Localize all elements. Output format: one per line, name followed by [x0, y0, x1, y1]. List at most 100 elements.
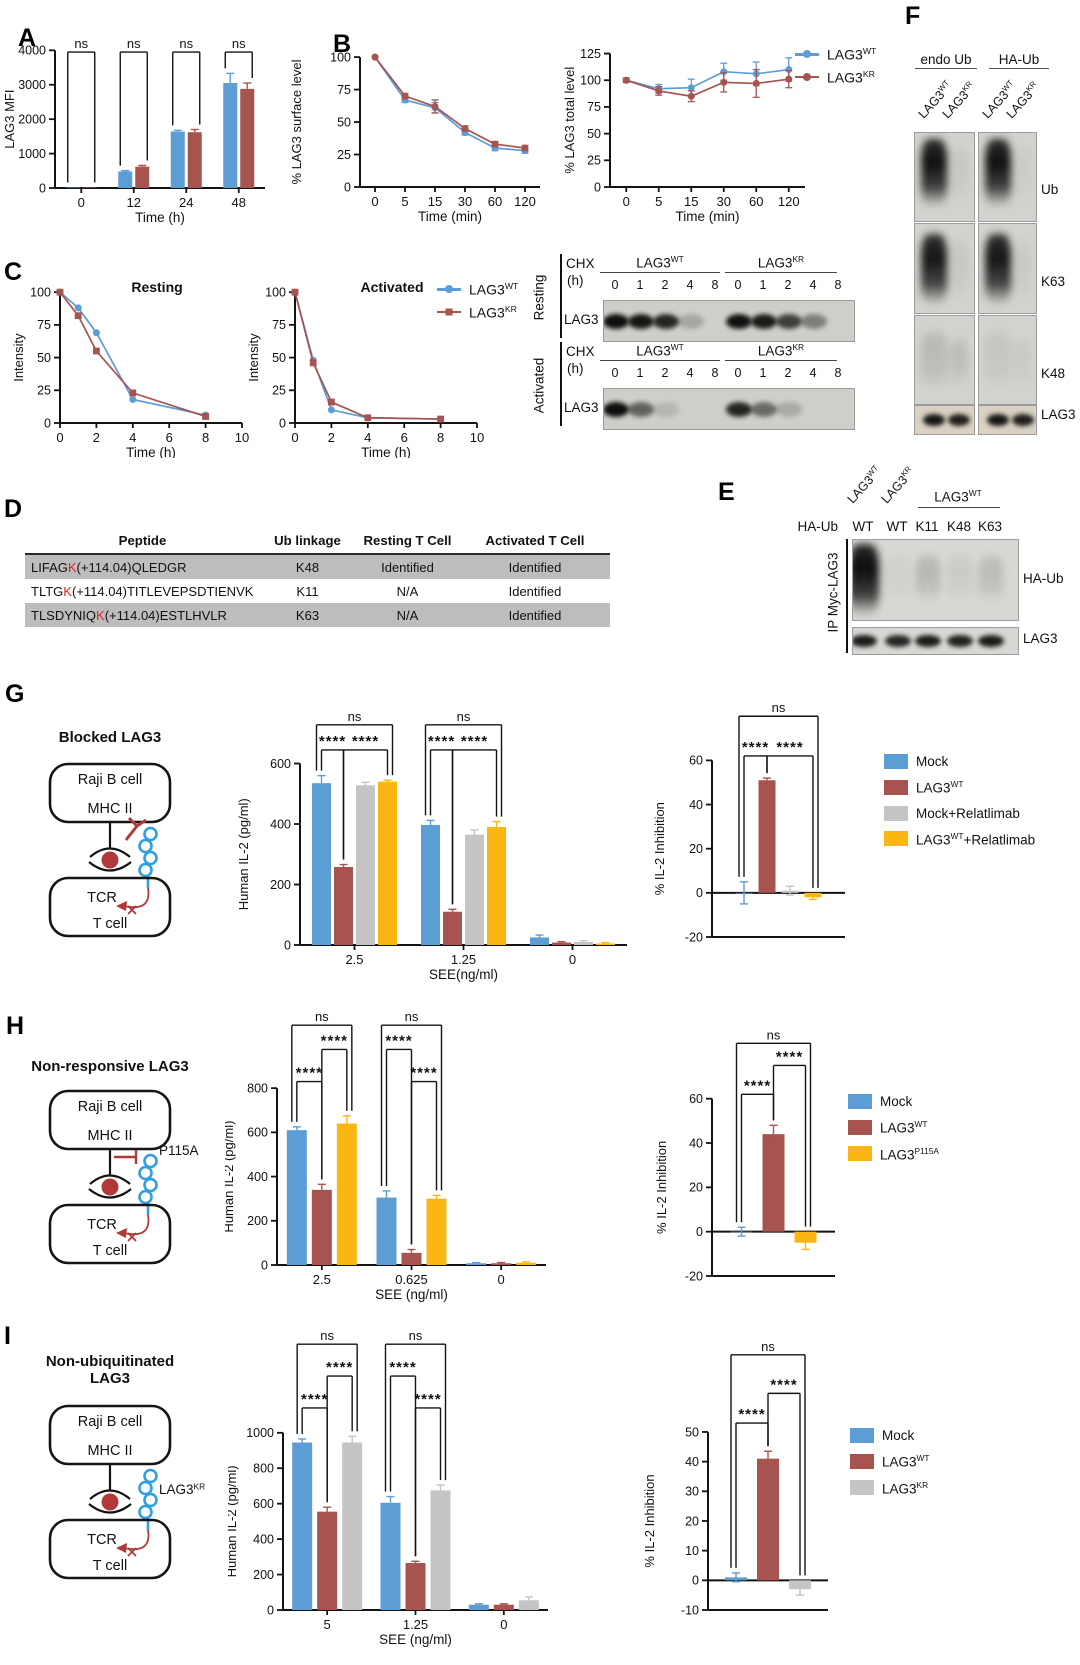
ha-ub-row-label: HA-Ub [797, 519, 838, 534]
chart-text: **** [742, 739, 769, 756]
chart-text: 0 [291, 430, 298, 445]
lag3-coil-icon [143, 850, 158, 866]
blot-band [776, 401, 802, 417]
line-LAG3-KR [625, 78, 789, 98]
bar-LAG3-WT [401, 1252, 422, 1265]
ha-ub-group-header: HA-Ub [989, 52, 1049, 69]
chart-text: 6 [401, 430, 408, 445]
lag3-coil-icon [143, 1468, 158, 1484]
chart-text: 1000 [246, 1426, 274, 1440]
line-LAG3-KR [294, 291, 441, 420]
chart-text: 0 [696, 1225, 703, 1239]
ip-bracket-line [846, 539, 848, 653]
lane-label: K11 [915, 519, 939, 534]
chart-text: 50 [337, 115, 351, 129]
chart-text: 3000 [18, 78, 46, 92]
lane-label: 4 [809, 366, 817, 380]
lane-label: 2 [784, 366, 792, 380]
panel-label-g: G [5, 680, 25, 708]
panel-h-il2-bar-chart: 0 200 400 600 800 Human IL-2 (pg/ml) 2.5 0.625 0… [221, 952, 637, 1314]
chart-tspan: LAG3 MFI [2, 90, 17, 149]
chart-tspan: ns [315, 1009, 329, 1024]
chart-text: **** [301, 1391, 328, 1408]
chart-tspan: SEE (ng/ml) [379, 1632, 452, 1647]
chart-tspan: 0.625 [395, 1272, 428, 1287]
chart-tspan: 0 [39, 181, 46, 195]
chart-circle [622, 76, 630, 84]
chart-text: % IL-2 Inhibition [654, 1141, 669, 1234]
chart-text: 8 [202, 430, 209, 445]
blot-smear [920, 139, 947, 207]
divider-line [560, 254, 562, 338]
chart-tspan: MHC II [87, 1443, 132, 1459]
lane-label: 0 [734, 366, 742, 380]
chart-text: TCR [87, 890, 117, 906]
chart-text: 25 [587, 154, 601, 168]
bar-LAG3-P115A [516, 1262, 537, 1265]
chart-tspan: 0 [279, 416, 286, 430]
chart-tspan: **** [776, 1048, 803, 1065]
chart-tspan: ns [772, 700, 786, 715]
legend-label: LAG3WT [827, 46, 877, 63]
bar-LAG3-WT-Relatlimab [487, 827, 506, 945]
blot-membrane [852, 627, 1019, 655]
lag3-kr-lane-header: LAG3KR [725, 342, 837, 361]
chart-text: 60 [689, 1092, 703, 1106]
peptide-antigen-dot [101, 851, 119, 869]
chart-text: ns [127, 36, 141, 51]
chart-tspan: **** [461, 733, 488, 750]
chart-tspan: ns [320, 1328, 334, 1343]
bar-LAG3-WT [758, 780, 776, 893]
chart-h3: -20 0 20 40 60 % IL-2 Inhibition **** **** ns [654, 1027, 835, 1283]
chart-text: **** [744, 1077, 771, 1094]
mhc-groove-lower-arc [88, 1188, 132, 1199]
lane-label: 1 [759, 366, 767, 380]
chart-tspan: 15 [684, 194, 698, 209]
blot-smear [984, 139, 1011, 207]
chart-text: 2 [93, 430, 100, 445]
lane-label: 0 [611, 366, 619, 380]
chart-tspan: 800 [253, 1462, 274, 1476]
chart-text: T cell [93, 1243, 127, 1259]
legend-item: Mock [848, 1094, 939, 1109]
chart-text: **** [414, 1391, 441, 1408]
ub-linkage-cell: K11 [296, 583, 319, 599]
chart-text: **** [326, 1359, 353, 1376]
chart-circle [92, 329, 100, 337]
chart-tspan: 48 [232, 195, 246, 210]
legend-label: Mock [880, 1094, 913, 1109]
legend-item: Mock [850, 1428, 930, 1443]
chart-text: **** [319, 733, 346, 750]
chart-tspan: 0 [498, 1272, 505, 1287]
chart-tspan: P115A [159, 1143, 199, 1158]
chart-c2: 0 25 50 75 100 Intensity Activated 0 2 4 6 8 10 Time … [246, 279, 484, 460]
legend-label: LAG3WT [916, 779, 964, 796]
chart-rect [129, 389, 137, 397]
chart-tspan: 20 [685, 1514, 699, 1528]
chart-text: **** [385, 1032, 412, 1049]
chart-tspan: SEE (ng/ml) [375, 1287, 448, 1302]
chart-tspan: 0 [56, 430, 63, 445]
chart-text: 5 [655, 194, 662, 209]
chart-tspan: LAG3 [159, 1482, 194, 1497]
chart-tspan: 0 [696, 886, 703, 900]
chart-tspan: **** [428, 733, 455, 750]
bar-LAG3-KR [187, 132, 202, 188]
blot-row-label-ha-ub: HA-Ub [1023, 571, 1064, 586]
legend-swatch [884, 779, 908, 795]
bar-Mock-Relatlimab [574, 941, 593, 945]
panel-b-legend: LAG3WT LAG3KR [795, 46, 876, 91]
panel-g-inhibition-chart: -20 0 20 40 60 % IL-2 Inhibition **** **** ns [648, 650, 893, 950]
chart-text: 5 [324, 1617, 331, 1632]
chart-tspan: 20 [689, 842, 703, 856]
blot-smear [950, 242, 969, 301]
chart-tspan: 0 [78, 195, 85, 210]
blot-band [604, 401, 629, 417]
chart-text: 10 [235, 430, 249, 445]
blot-smear [1013, 340, 1032, 386]
chart-tspan: 400 [270, 817, 291, 831]
bar-Mock [286, 1130, 307, 1265]
chart-rect [56, 288, 64, 296]
chart-text: ns [232, 36, 246, 51]
chart-tspan: Resting [131, 279, 182, 295]
